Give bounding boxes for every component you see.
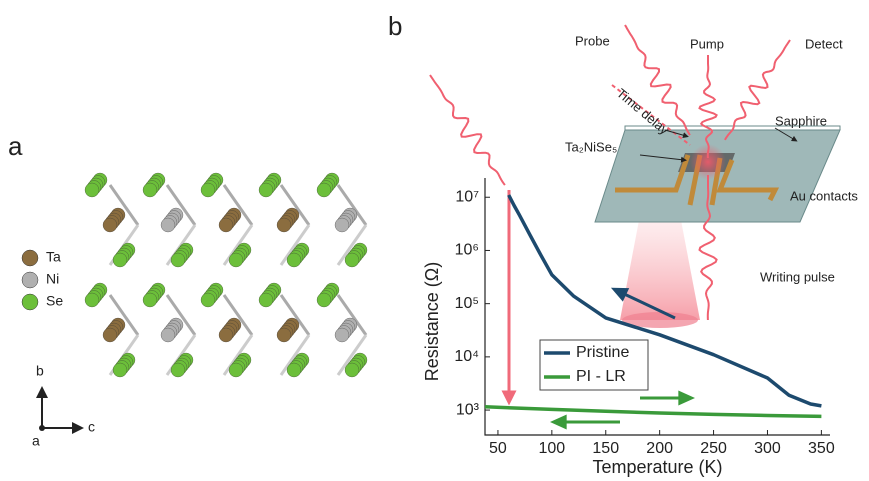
atom <box>287 253 301 267</box>
atom <box>277 328 291 342</box>
axis-origin <box>39 425 45 431</box>
legend-swatch <box>22 294 38 310</box>
atom <box>143 183 157 197</box>
atom <box>201 293 215 307</box>
plot: 50 100 150 200 250 300 350 10³ 10⁴ 10⁵ 10⁶ 10⁷ Tempe… <box>422 178 835 477</box>
atom <box>113 253 127 267</box>
x-tick-label: 150 <box>592 440 619 457</box>
axis-label: b <box>36 363 44 379</box>
atom <box>317 183 331 197</box>
axis-label: a <box>32 433 40 449</box>
atom <box>345 253 359 267</box>
x-tick-label: 350 <box>808 440 835 457</box>
direction-arrowhead <box>550 415 567 430</box>
panel-label: b <box>388 11 402 41</box>
atom <box>161 218 175 232</box>
x-tick-label: 100 <box>538 440 565 457</box>
panel-label: a <box>8 131 23 161</box>
direction-arrowhead <box>678 391 695 406</box>
legend-label: Se <box>46 293 63 309</box>
y-tick-label: 10⁵ <box>455 295 479 312</box>
atom <box>229 253 243 267</box>
atom <box>259 183 273 197</box>
atom <box>143 293 157 307</box>
atom <box>287 363 301 377</box>
x-axis-title: Temperature (K) <box>592 457 722 477</box>
schematic-label: Ta₂NiSe₅ <box>565 139 617 154</box>
y-axis-title: Resistance (Ω) <box>422 262 442 382</box>
legend-label: PI - LR <box>576 368 626 385</box>
series-line <box>485 407 821 417</box>
y-tick-label: 10⁷ <box>455 188 479 205</box>
y-tick-label: 10⁴ <box>454 348 479 365</box>
atom <box>219 218 233 232</box>
legend-label: Pristine <box>576 344 629 361</box>
atom <box>201 183 215 197</box>
atom <box>219 328 233 342</box>
schematic-label: Sapphire <box>775 113 827 128</box>
schematic-label: Probe <box>575 33 610 48</box>
schematic-label: Au contacts <box>790 188 858 203</box>
atom <box>229 363 243 377</box>
y-tick-label: 10⁶ <box>455 242 479 259</box>
schematic-label: Detect <box>805 36 843 51</box>
legend-label: Ni <box>46 271 59 287</box>
writing-beam <box>430 75 505 185</box>
atom <box>317 293 331 307</box>
legend-swatch <box>22 272 38 288</box>
x-tick-label: 50 <box>489 440 507 457</box>
schematic-label: Pump <box>690 36 724 51</box>
y-tick-label: 10³ <box>456 401 480 418</box>
atom <box>259 293 273 307</box>
atom <box>113 363 127 377</box>
schematic-label: Writing pulse <box>760 269 835 284</box>
atom <box>161 328 175 342</box>
atom <box>335 218 349 232</box>
pulse-cone <box>620 215 700 320</box>
x-tick-label: 200 <box>646 440 673 457</box>
atom <box>171 253 185 267</box>
figure: a TaNiSebca ProbePumpDetectTime delaySap… <box>0 0 869 481</box>
atom <box>103 328 117 342</box>
x-tick-label: 250 <box>700 440 727 457</box>
x-tick-label: 300 <box>754 440 781 457</box>
page: {"panel_a": {"label": "a", "legend": ["T… <box>0 0 869 481</box>
atom <box>277 218 291 232</box>
atom <box>85 183 99 197</box>
axis-label: c <box>88 419 95 435</box>
panel-a: a Ta Ni Se b c a <box>8 131 367 449</box>
atom <box>103 218 117 232</box>
legend-label: Ta <box>46 249 61 265</box>
atom <box>345 363 359 377</box>
atom <box>171 363 185 377</box>
legend-swatch <box>22 250 38 266</box>
atom <box>85 293 99 307</box>
atom <box>335 328 349 342</box>
